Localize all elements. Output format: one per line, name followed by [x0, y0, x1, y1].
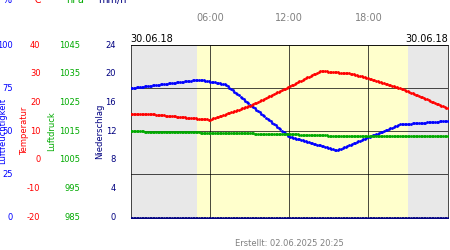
Text: 8: 8	[111, 156, 116, 164]
Text: 30: 30	[30, 69, 40, 78]
Text: 30.06.18: 30.06.18	[405, 34, 448, 44]
Text: 16: 16	[105, 98, 116, 107]
Text: 40: 40	[30, 40, 40, 50]
Text: 06:00: 06:00	[196, 12, 224, 22]
Text: 25: 25	[2, 170, 13, 179]
Text: %: %	[2, 0, 11, 5]
Text: 50: 50	[2, 127, 13, 136]
Text: 18:00: 18:00	[355, 12, 382, 22]
Text: 0: 0	[7, 213, 13, 222]
Text: 4: 4	[111, 184, 116, 193]
Bar	[197, 45, 408, 218]
Text: Luftdruck: Luftdruck	[47, 112, 56, 151]
Bar	[408, 45, 448, 218]
Text: °C: °C	[31, 0, 42, 5]
Text: 0: 0	[111, 213, 116, 222]
Bar	[130, 45, 197, 218]
Text: 10: 10	[30, 127, 40, 136]
Text: 1005: 1005	[59, 156, 80, 164]
Text: 75: 75	[2, 84, 13, 92]
Text: Temperatur: Temperatur	[20, 107, 29, 156]
Text: 995: 995	[64, 184, 80, 193]
Text: Niederschlag: Niederschlag	[95, 104, 104, 159]
Text: 20: 20	[30, 98, 40, 107]
Text: Luftfeuchtigkeit: Luftfeuchtigkeit	[0, 98, 7, 164]
Text: 1045: 1045	[59, 40, 80, 50]
Text: 12:00: 12:00	[275, 12, 303, 22]
Text: 0: 0	[35, 156, 40, 164]
Text: -10: -10	[27, 184, 40, 193]
Text: -20: -20	[27, 213, 40, 222]
Text: 1035: 1035	[59, 69, 80, 78]
Text: Erstellt: 02.06.2025 20:25: Erstellt: 02.06.2025 20:25	[235, 238, 343, 248]
Text: 12: 12	[106, 127, 116, 136]
Text: 985: 985	[64, 213, 80, 222]
Text: 24: 24	[106, 40, 116, 50]
Text: 1015: 1015	[59, 127, 80, 136]
Text: 1025: 1025	[59, 98, 80, 107]
Text: 20: 20	[106, 69, 116, 78]
Text: 30.06.18: 30.06.18	[130, 34, 173, 44]
Text: mm/h: mm/h	[98, 0, 126, 5]
Text: hPa: hPa	[67, 0, 85, 5]
Text: 100: 100	[0, 40, 13, 50]
